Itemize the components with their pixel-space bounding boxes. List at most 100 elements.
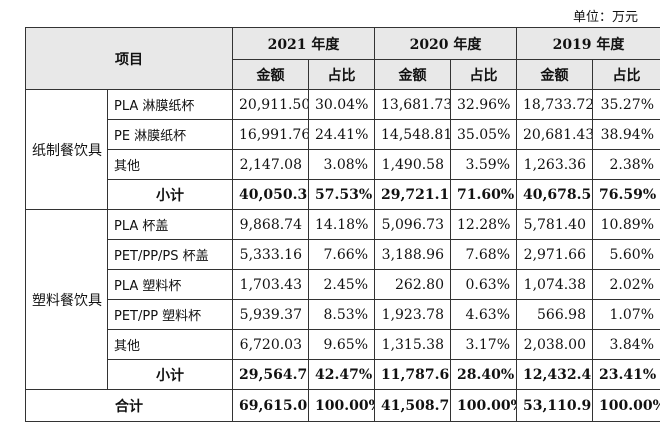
amount-cell: 1,315.38 bbox=[374, 329, 451, 360]
table-row: PET/PP 塑料杯 5,939.37 8.53% 1,923.78 4.63% 566.… bbox=[26, 299, 660, 330]
total-label: 合计 bbox=[25, 389, 233, 422]
ratio-cell: 30.04% bbox=[308, 89, 375, 120]
ratio-cell: 3.17% bbox=[450, 329, 517, 360]
item-name-cell: 其他 bbox=[107, 149, 233, 180]
total-amount-cell: 53,110.93 bbox=[516, 389, 593, 422]
ratio-cell: 1.07% bbox=[592, 299, 660, 330]
subtotal-ratio-cell: 42.47% bbox=[308, 359, 375, 390]
amount-cell: 5,096.73 bbox=[374, 209, 451, 240]
amount-cell: 5,333.16 bbox=[232, 239, 309, 270]
item-name-cell: PE 淋膜纸杯 bbox=[107, 119, 233, 150]
ratio-cell: 8.53% bbox=[308, 299, 375, 330]
amount-cell: 20,911.50 bbox=[232, 89, 309, 120]
table-body: 纸制餐饮具 PLA 淋膜纸杯 20,911.50 30.04% 13,681.73 32.… bbox=[25, 89, 660, 422]
total-ratio-cell: 100.00% bbox=[592, 389, 660, 422]
subtotal-ratio-cell: 28.40% bbox=[450, 359, 517, 390]
subtotal-ratio-cell: 71.60% bbox=[450, 179, 517, 210]
subtotal-row: 小计29,564.7342.47%11,787.6628.40%12,432.4… bbox=[26, 359, 660, 390]
subtotal-amount-cell: 12,432.43 bbox=[516, 359, 593, 390]
ratio-cell: 38.94% bbox=[592, 119, 660, 150]
ratio-cell: 2.02% bbox=[592, 269, 660, 300]
ratio-cell: 4.63% bbox=[450, 299, 517, 330]
ratio-cell: 3.59% bbox=[450, 149, 517, 180]
unit-label: 单位：万元 bbox=[572, 10, 638, 25]
table-row: 塑料餐饮具 PLA 杯盖 9,868.74 14.18% 5,096.73 12.28% 5… bbox=[25, 209, 660, 390]
amount-cell: 2,038.00 bbox=[516, 329, 593, 360]
revenue-table: 项目 2021 年度 2020 年度 2019 年度 金额 占比 金额 占比 金… bbox=[25, 27, 660, 422]
amount-cell: 1,490.58 bbox=[374, 149, 451, 180]
category-cell: 纸制餐饮具 bbox=[25, 89, 108, 210]
amount-cell: 1,923.78 bbox=[374, 299, 451, 330]
table-row: PLA 塑料杯 1,703.43 2.45% 262.80 0.63% 1,074.38 2… bbox=[26, 269, 660, 300]
subtotal-label: 小计 bbox=[107, 359, 233, 390]
amount-cell: 20,681.43 bbox=[516, 119, 593, 150]
ratio-cell: 2.38% bbox=[592, 149, 660, 180]
ratio-cell: 7.66% bbox=[308, 239, 375, 270]
amount-cell: 9,868.74 bbox=[232, 209, 309, 240]
header-ratio: 占比 bbox=[450, 59, 517, 90]
category-cell: 塑料餐饮具 bbox=[25, 209, 108, 390]
amount-cell: 13,681.73 bbox=[374, 89, 451, 120]
ratio-cell: 35.05% bbox=[450, 119, 517, 150]
amount-cell: 5,939.37 bbox=[232, 299, 309, 330]
total-row: 合计69,615.07100.00%41,508.78100.00%53,110… bbox=[25, 389, 660, 422]
ratio-cell: 0.63% bbox=[450, 269, 517, 300]
header-year-2019: 2019 年度 bbox=[516, 27, 660, 60]
table-row: 其他 2,147.08 3.08% 1,490.58 3.59% 1,263.36 2.38… bbox=[26, 149, 660, 180]
header-item: 项目 bbox=[25, 27, 233, 90]
subtotal-amount-cell: 29,721.12 bbox=[374, 179, 451, 210]
amount-cell: 5,781.40 bbox=[516, 209, 593, 240]
amount-cell: 2,971.66 bbox=[516, 239, 593, 270]
amount-cell: 18,733.72 bbox=[516, 89, 593, 120]
header-year-2020: 2020 年度 bbox=[374, 27, 517, 60]
subtotal-label: 小计 bbox=[107, 179, 233, 210]
table-row: 纸制餐饮具 PLA 淋膜纸杯 20,911.50 30.04% 13,681.73 32.… bbox=[25, 89, 660, 210]
amount-cell: 2,147.08 bbox=[232, 149, 309, 180]
header-ratio: 占比 bbox=[592, 59, 660, 90]
ratio-cell: 10.89% bbox=[592, 209, 660, 240]
subtotal-amount-cell: 11,787.66 bbox=[374, 359, 451, 390]
table-row: 其他 6,720.03 9.65% 1,315.38 3.17% 2,038.00 3.84… bbox=[26, 329, 660, 360]
ratio-cell: 12.28% bbox=[450, 209, 517, 240]
header-amount: 金额 bbox=[232, 59, 309, 90]
subtotal-amount-cell: 40,050.33 bbox=[232, 179, 309, 210]
amount-cell: 1,703.43 bbox=[232, 269, 309, 300]
ratio-cell: 7.68% bbox=[450, 239, 517, 270]
ratio-cell: 14.18% bbox=[308, 209, 375, 240]
total-amount-cell: 41,508.78 bbox=[374, 389, 451, 422]
amount-cell: 6,720.03 bbox=[232, 329, 309, 360]
subtotal-amount-cell: 29,564.73 bbox=[232, 359, 309, 390]
item-name-cell: PET/PP 塑料杯 bbox=[107, 299, 233, 330]
ratio-cell: 9.65% bbox=[308, 329, 375, 360]
subtotal-row: 小计40,050.3357.53%29,721.1271.60%40,678.5… bbox=[26, 179, 660, 210]
ratio-cell: 3.84% bbox=[592, 329, 660, 360]
item-name-cell: PET/PP/PS 杯盖 bbox=[107, 239, 233, 270]
subtotal-amount-cell: 40,678.51 bbox=[516, 179, 593, 210]
header-ratio: 占比 bbox=[308, 59, 375, 90]
item-name-cell: 其他 bbox=[107, 329, 233, 360]
amount-cell: 566.98 bbox=[516, 299, 593, 330]
item-name-cell: PLA 杯盖 bbox=[107, 209, 233, 240]
ratio-cell: 24.41% bbox=[308, 119, 375, 150]
amount-cell: 16,991.76 bbox=[232, 119, 309, 150]
total-ratio-cell: 100.00% bbox=[308, 389, 375, 422]
header-amount: 金额 bbox=[374, 59, 451, 90]
total-ratio-cell: 100.00% bbox=[450, 389, 517, 422]
subtotal-ratio-cell: 57.53% bbox=[308, 179, 375, 210]
header-amount: 金额 bbox=[516, 59, 593, 90]
table-row: PE 淋膜纸杯 16,991.76 24.41% 14,548.81 35.05% 20,… bbox=[26, 119, 660, 150]
amount-cell: 14,548.81 bbox=[374, 119, 451, 150]
amount-cell: 3,188.96 bbox=[374, 239, 451, 270]
header-year-2021: 2021 年度 bbox=[232, 27, 375, 60]
amount-cell: 1,263.36 bbox=[516, 149, 593, 180]
amount-cell: 262.80 bbox=[374, 269, 451, 300]
subtotal-ratio-cell: 76.59% bbox=[592, 179, 660, 210]
total-amount-cell: 69,615.07 bbox=[232, 389, 309, 422]
ratio-cell: 2.45% bbox=[308, 269, 375, 300]
ratio-cell: 32.96% bbox=[450, 89, 517, 120]
item-name-cell: PLA 塑料杯 bbox=[107, 269, 233, 300]
amount-cell: 1,074.38 bbox=[516, 269, 593, 300]
ratio-cell: 5.60% bbox=[592, 239, 660, 270]
table-row: PET/PP/PS 杯盖 5,333.16 7.66% 3,188.96 7.68% 2,… bbox=[26, 239, 660, 270]
ratio-cell: 35.27% bbox=[592, 89, 660, 120]
